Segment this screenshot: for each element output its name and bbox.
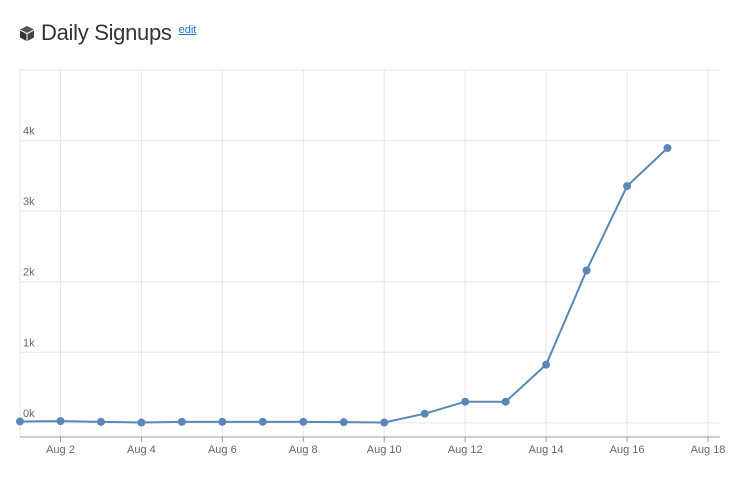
point [501,397,510,406]
edit-link[interactable]: edit [178,24,197,36]
x-tick-label: Aug 8 [289,444,318,456]
x-tick-label: Aug 14 [529,444,564,456]
point [663,143,672,152]
y-tick-label: 3k [23,196,35,208]
point [56,417,65,426]
chart-title: Daily Signups [41,20,172,45]
point [339,418,348,427]
y-tick-label: 2k [23,267,35,279]
point [16,417,24,426]
box-icon [20,25,34,41]
point [218,417,227,426]
point [461,397,470,406]
point [380,418,389,427]
point [258,417,267,426]
x-tick-label: Aug 12 [448,444,483,456]
point [299,417,308,426]
point [96,417,105,426]
y-tick-label: 0k [23,408,35,420]
y-tick-label: 1k [23,337,35,349]
y-tick-label: 4k [23,126,35,138]
x-tick-label: Aug 2 [46,444,75,456]
point [542,360,551,369]
x-tick-label: Aug 4 [127,444,156,456]
point [177,417,186,426]
x-tick-label: Aug 10 [367,444,402,456]
point [420,409,429,418]
point [137,418,146,427]
point [623,182,632,191]
x-tick-label: Aug 16 [610,444,645,456]
x-tick-label: Aug 18 [691,444,726,456]
x-tick-label: Aug 6 [208,444,237,456]
line [19,147,669,424]
point [582,266,591,275]
header: Daily Signups edit [19,18,196,48]
